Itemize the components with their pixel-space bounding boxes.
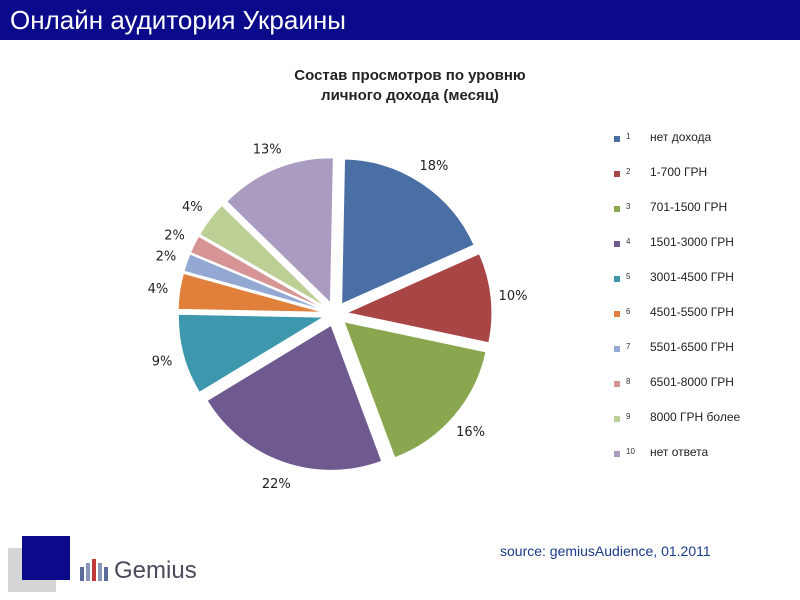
pie-data-label-7: 2% <box>156 249 177 264</box>
legend-label-10: нет ответа <box>650 445 709 459</box>
pie-data-label-8: 2% <box>164 229 185 244</box>
legend-label-4: 1501-3000 ГРН <box>650 235 734 249</box>
pie-data-label-4: 22% <box>262 477 291 492</box>
pie-slice-2 <box>345 252 493 344</box>
source-note: source: gemiusAudience, 01.2011 <box>500 543 711 559</box>
legend-swatch-7 <box>614 346 620 352</box>
legend-index-9: 9 <box>626 412 631 421</box>
pie-slice-3 <box>343 321 487 459</box>
legend-index-6: 6 <box>626 307 631 316</box>
pie-data-label-2: 10% <box>499 289 528 304</box>
legend-swatch-6 <box>614 311 620 317</box>
legend-label-6: 4501-5500 ГРН <box>650 305 734 319</box>
legend-index-10: 10 <box>626 447 635 456</box>
legend-swatch-3 <box>614 206 620 212</box>
pie-slice-7 <box>183 253 324 311</box>
legend-index-8: 8 <box>626 377 631 386</box>
legend-swatch-8 <box>614 381 620 387</box>
pie-data-label-6: 4% <box>148 282 169 297</box>
pie-data-label-1: 18% <box>419 159 448 174</box>
pie-slice-9 <box>199 204 326 308</box>
pie-data-label-3: 16% <box>456 425 485 440</box>
pie-data-label-5: 9% <box>152 355 173 370</box>
legend-label-2: 1-700 ГРН <box>650 165 708 179</box>
legend-label-3: 701-1500 ГРН <box>650 200 728 214</box>
legend-index-2: 2 <box>626 167 631 176</box>
legend-label-8: 6501-8000 ГРН <box>650 375 734 389</box>
pie-slice-1 <box>341 158 475 305</box>
chart-title-line-2: личного дохода (месяц) <box>321 87 499 104</box>
legend-label-7: 5501-6500 ГРН <box>650 340 734 354</box>
legend-index-5: 5 <box>626 272 631 281</box>
pie-data-label-9: 4% <box>182 200 203 215</box>
logo-text: Gemius <box>114 557 197 584</box>
legend-swatch-10 <box>614 451 620 457</box>
page-title: Онлайн аудитория Украины <box>10 5 346 35</box>
pie-slice-5 <box>177 313 326 394</box>
legend-label-1: нет дохода <box>650 130 712 144</box>
gemius-logo-icon <box>80 559 108 581</box>
legend-swatch-1 <box>614 136 620 142</box>
pie-slice-6 <box>177 272 324 313</box>
legend-index-1: 1 <box>626 132 631 141</box>
legend-index-3: 3 <box>626 202 631 211</box>
chart-title-line-1: Состав просмотров по уровню <box>294 67 526 84</box>
legend-swatch-4 <box>614 241 620 247</box>
header-bar: Онлайн аудитория Украины <box>0 0 800 40</box>
footer-decor-square <box>22 536 70 580</box>
legend-swatch-2 <box>614 171 620 177</box>
legend-swatch-9 <box>614 416 620 422</box>
pie-slice-4 <box>206 324 383 471</box>
pie-slice-10 <box>226 157 334 305</box>
legend-index-7: 7 <box>626 342 631 351</box>
legend-label-9: 8000 ГРН более <box>650 410 741 424</box>
legend-index-4: 4 <box>626 237 631 246</box>
chart-title: Состав просмотров по уровню личного дохо… <box>220 66 600 106</box>
pie-slice-8 <box>189 235 325 310</box>
pie-data-label-10: 13% <box>253 142 282 157</box>
legend-label-5: 3001-4500 ГРН <box>650 270 734 284</box>
legend-swatch-5 <box>614 276 620 282</box>
